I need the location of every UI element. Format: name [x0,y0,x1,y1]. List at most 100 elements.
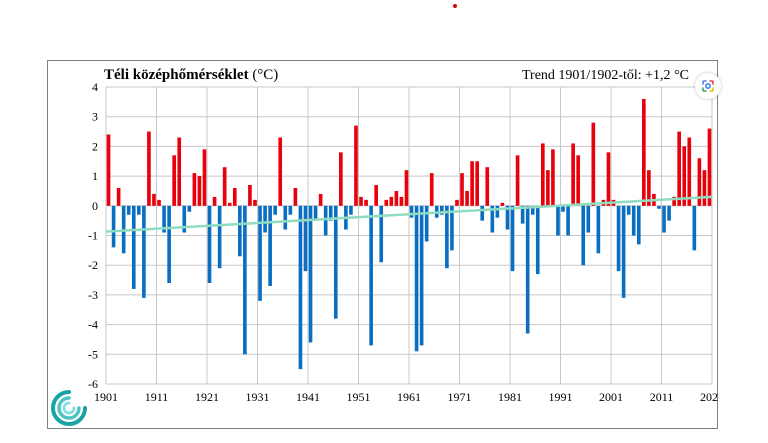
bar [440,205,444,215]
bar [500,202,505,206]
bar [323,205,328,236]
bar [227,202,232,206]
bar [556,205,560,236]
x-axis-ticks: 1901 1911 1921 1931 1941 1951 1961 1971 1981 1991… [94,390,719,404]
bar [394,190,399,206]
bar [318,193,323,206]
bar [404,170,409,206]
bar [409,205,414,218]
bar [515,155,520,206]
bar [238,205,242,257]
bar [192,173,197,206]
red-dot-marker [453,4,457,8]
bar [606,152,611,206]
bar [116,187,121,206]
bar [258,205,262,301]
bar [541,143,545,206]
bar [616,205,621,272]
bar [384,199,389,206]
bar [308,205,313,343]
bar [546,170,550,206]
bar [253,199,257,206]
bar [460,173,464,206]
bar [495,205,500,218]
bar [424,205,429,242]
bar [636,205,641,245]
bar [621,205,626,298]
bar [126,205,131,215]
chart-title-unit: (°C) [252,67,279,83]
bar [535,205,540,275]
bar [566,205,570,236]
y-tick-label: 1 [92,169,98,183]
bar [111,205,116,248]
x-tick-label: 2001 [599,390,623,404]
bar [662,205,666,233]
bar [106,134,111,206]
bar [339,152,343,206]
x-tick-label: 1911 [145,390,169,404]
x-tick-label: 1951 [347,390,371,404]
bar [581,205,586,266]
bar [152,193,156,206]
bar [217,205,222,269]
x-tick-label: 1941 [296,390,320,404]
bar [576,155,580,206]
x-tick-label: 1961 [397,390,421,404]
bar [480,205,485,221]
bar [586,205,591,233]
bar [354,125,358,206]
bar [142,205,146,298]
google-lens-button[interactable] [695,73,721,99]
bar [137,205,141,215]
bar [667,205,671,221]
google-lens-icon [702,80,714,92]
x-tick-label: 1921 [195,390,219,404]
bar [187,205,192,212]
bar [596,205,601,254]
bar [288,205,293,215]
bar [248,185,252,206]
bar [222,167,227,206]
x-tick-label: 1931 [246,390,270,404]
bar [647,170,651,206]
bar [197,176,202,206]
bar [642,98,646,206]
bar [682,146,687,206]
bar [147,131,151,206]
bar [657,205,661,209]
bar [369,205,373,346]
bar [702,170,707,206]
x-tick-label: 1991 [549,390,573,404]
bar [182,205,187,233]
bar [389,196,394,206]
bar [263,205,267,233]
bar [465,190,469,206]
bar [364,199,368,206]
bar [510,205,515,272]
bar [571,143,575,206]
bar [490,205,495,233]
y-tick-label: -1 [88,229,98,243]
y-axis-ticks: 4 3 2 1 0 -1 -2 -3 -4 -5 -6 [88,80,98,391]
bar [520,205,525,224]
bar [429,173,434,206]
bar [328,205,333,221]
x-tick-label: 1971 [448,390,472,404]
omsz-logo-icon [50,389,88,427]
bar [268,205,272,286]
bar [207,205,212,284]
bar [631,205,636,236]
bar [359,196,363,206]
bar [162,205,166,233]
bar [692,205,697,251]
bar [349,205,353,215]
bar [298,205,303,370]
bar [167,205,171,284]
y-tick-label: 0 [92,199,98,213]
bar [505,205,510,230]
bar [445,205,449,269]
bar [293,187,298,206]
bar [470,161,474,206]
x-tick-label: 1901 [94,390,118,404]
